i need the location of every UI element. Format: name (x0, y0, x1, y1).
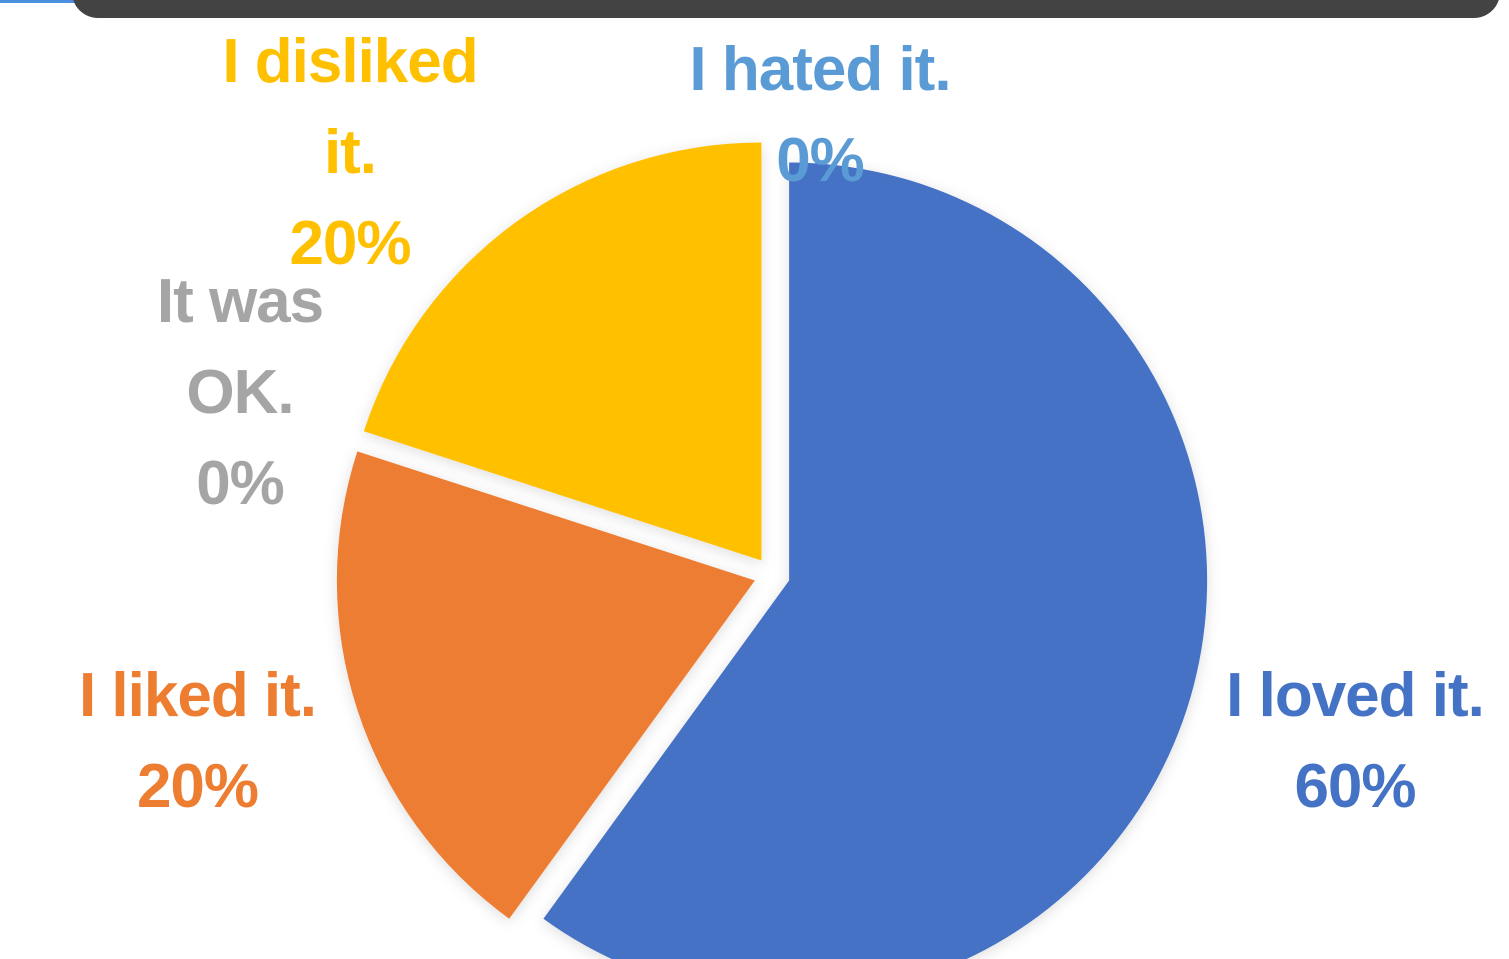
label-ok-name-2: OK. (186, 358, 294, 427)
label-hated-name: I hated it. (689, 35, 951, 104)
pie-slice-i-disliked-it (363, 142, 762, 561)
label-hated-value: 0% (776, 126, 865, 195)
label-hated: I hated it. 0% (660, 24, 980, 206)
label-ok-value: 0% (196, 449, 285, 518)
label-disliked-value: 20% (289, 209, 411, 278)
label-ok-name-1: It was (156, 267, 324, 336)
accent-line (0, 0, 80, 3)
label-loved-name: I loved it. (1226, 661, 1485, 730)
label-ok: It was OK. 0% (120, 256, 360, 529)
label-liked-value: 20% (136, 752, 259, 821)
label-liked: I liked it. 20% (55, 650, 340, 832)
pie-slice-i-loved-it (543, 162, 1208, 959)
label-disliked-name-1: I disliked (222, 27, 478, 96)
pie-slice-i-liked-it (336, 451, 755, 919)
label-disliked: I disliked it. 20% (200, 16, 500, 289)
label-liked-name: I liked it. (78, 661, 317, 730)
label-loved: I loved it. 60% (1205, 650, 1505, 832)
header-bar (72, 0, 1500, 18)
label-disliked-name-2: it. (323, 118, 377, 187)
label-loved-value: 60% (1294, 752, 1416, 821)
